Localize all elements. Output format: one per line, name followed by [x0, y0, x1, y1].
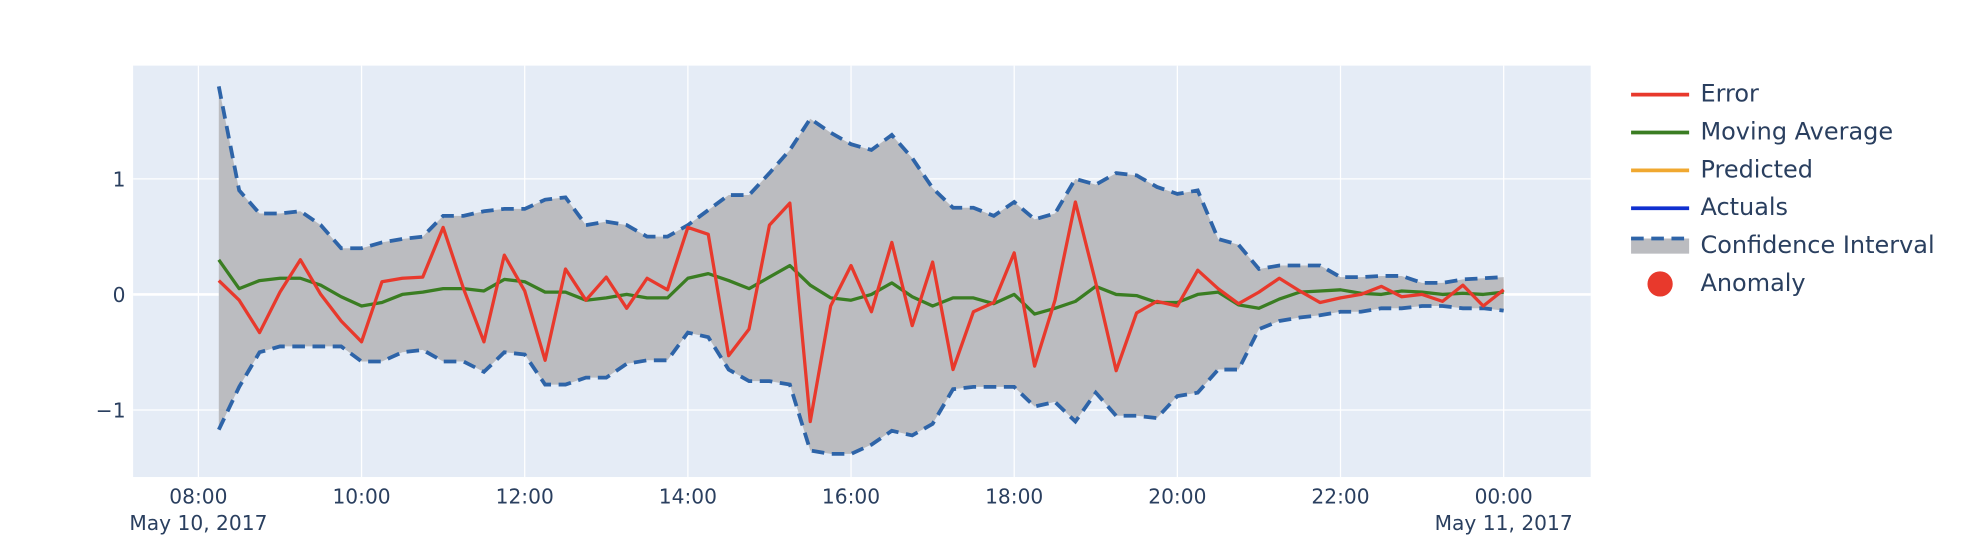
legend-marker — [1647, 271, 1673, 297]
x-tick-label: 14:00 — [659, 485, 717, 509]
legend: Error Moving Average Predicted Actuals Confi… — [1631, 80, 1935, 297]
legend-label: Anomaly — [1700, 269, 1805, 297]
legend-label: Predicted — [1700, 155, 1813, 183]
x-tick-label: 20:00 — [1148, 485, 1206, 509]
legend-band — [1631, 238, 1690, 254]
x-tick-label: 16:00 — [822, 485, 880, 509]
x-tick-label: 10:00 — [332, 485, 390, 509]
legend-label: Confidence Interval — [1700, 231, 1934, 259]
x-tick-label: 22:00 — [1311, 485, 1369, 509]
x-tick-label: 12:00 — [496, 485, 554, 509]
x-tick-label: 00:00 May 11, 2017 — [1435, 485, 1573, 536]
x-tick-label: 18:00 — [985, 485, 1043, 509]
legend-label: Moving Average — [1700, 118, 1893, 146]
confidence-lower — [217, 304, 1504, 456]
legend-label: Error — [1700, 80, 1759, 108]
y-tick-label: −1 — [96, 399, 126, 423]
series-line — [217, 258, 1504, 316]
series-line — [217, 200, 1505, 424]
y-tick-label: 0 — [113, 283, 126, 307]
y-tick-label: 1 — [113, 167, 126, 191]
legend-label: Actuals — [1700, 193, 1788, 221]
marks — [216, 86, 1505, 456]
confidence-band — [218, 86, 1504, 454]
axes: −1 0 1 08:00 May 10, 2017 10:00 12:00 14:00 16:0… — [96, 167, 1573, 535]
x-tick-label: 08:00 May 10, 2017 — [129, 485, 267, 536]
confidence-upper — [216, 86, 1504, 285]
